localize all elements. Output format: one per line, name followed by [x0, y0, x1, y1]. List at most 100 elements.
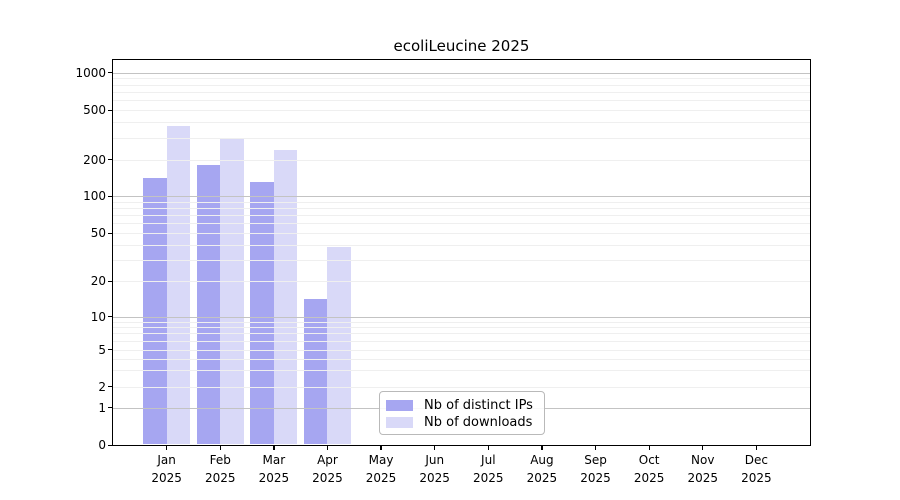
bar-distinct-ips-feb	[196, 165, 221, 445]
x-tick-mark	[434, 445, 436, 450]
y-tick-label: 500	[83, 103, 106, 117]
gridline-minor	[113, 159, 810, 161]
x-tick-label-month: Apr	[317, 453, 338, 467]
y-tick-mark	[108, 444, 112, 446]
x-tick-label-year: 2025	[687, 471, 719, 485]
y-tick-mark	[108, 159, 112, 161]
gridline-minor	[113, 100, 810, 102]
gridline-minor	[113, 244, 810, 246]
gridline-minor	[113, 370, 810, 372]
gridline-minor	[113, 333, 810, 335]
x-tick-label-month: May	[368, 453, 394, 467]
x-tick-label-year: 2025	[633, 471, 665, 485]
y-tick-label: 20	[90, 274, 106, 288]
legend-label-downloads: Nb of downloads	[424, 414, 533, 430]
legend-item-distinct-ips: Nb of distinct IPs	[386, 397, 544, 414]
x-tick-label-year: 2025	[365, 471, 397, 485]
bar-downloads-feb	[220, 137, 244, 445]
x-tick-label-month: Jun	[425, 453, 445, 467]
y-tick-label: 100	[83, 189, 106, 203]
gridline-minor	[113, 386, 810, 388]
x-tick-label-year: 2025	[312, 471, 343, 485]
legend-label-distinct-ips: Nb of distinct IPs	[424, 397, 533, 413]
x-tick-mark	[219, 445, 221, 450]
gridline-minor	[113, 201, 810, 203]
gridline-minor	[113, 321, 810, 323]
gridline-minor	[113, 327, 810, 329]
x-tick-mark	[648, 445, 650, 450]
x-tick-label-year: 2025	[741, 471, 772, 485]
x-tick-label-year: 2025	[419, 471, 450, 485]
x-tick-label-month: Jul	[481, 453, 496, 467]
x-tick-label-month: Dec	[744, 453, 768, 467]
y-tick-mark	[108, 280, 112, 282]
x-tick-mark	[702, 445, 704, 450]
y-tick-mark	[108, 316, 112, 318]
bar-distinct-ips-jan	[143, 178, 167, 445]
gridline-minor	[113, 215, 810, 217]
gridline-minor	[113, 137, 810, 139]
gridline-minor	[113, 110, 810, 111]
gridline-minor	[113, 122, 810, 124]
bar-distinct-ips-mar	[250, 182, 274, 445]
bar-downloads-jan	[166, 126, 190, 445]
legend-swatch-distinct-ips	[386, 400, 413, 411]
gridline-minor	[113, 349, 810, 351]
x-tick-mark	[273, 445, 275, 450]
gridline-minor	[113, 233, 810, 234]
gridline-minor	[113, 340, 810, 342]
gridline-minor	[113, 91, 810, 93]
y-tick-label: 1000	[75, 65, 106, 80]
x-tick-label-year: 2025	[473, 471, 504, 485]
x-tick-label-year: 2025	[526, 471, 558, 485]
bar-downloads-mar	[273, 149, 298, 445]
y-tick-label: 10	[90, 309, 106, 324]
y-tick-label: 2	[98, 379, 106, 394]
gridline-major	[113, 196, 810, 197]
x-tick-label-month: Oct	[638, 453, 660, 467]
legend-swatch-downloads	[386, 417, 413, 428]
x-tick-label-month: Feb	[209, 453, 231, 467]
bar-downloads-apr	[327, 247, 351, 445]
y-tick-mark	[108, 349, 112, 351]
gridline-major	[113, 316, 810, 318]
y-tick-label: 200	[83, 152, 106, 167]
x-tick-label-month: Nov	[691, 453, 715, 467]
legend: Nb of distinct IPs Nb of downloads	[379, 391, 545, 435]
gridline-major	[113, 72, 810, 74]
x-tick-label-month: Jan	[157, 453, 176, 467]
y-tick-label: 0	[98, 438, 106, 452]
gridline-minor	[113, 223, 810, 225]
gridline-minor	[113, 281, 810, 282]
y-tick-mark	[108, 195, 112, 197]
legend-item-downloads: Nb of downloads	[386, 414, 544, 431]
y-tick-mark	[108, 109, 112, 111]
gridline-minor	[113, 207, 810, 209]
gridline-minor	[113, 358, 810, 360]
y-tick-mark	[108, 407, 112, 409]
x-tick-mark	[594, 445, 597, 450]
x-tick-mark	[487, 445, 489, 450]
x-tick-label-year: 2025	[580, 471, 611, 485]
x-tick-label-year: 2025	[151, 471, 182, 485]
x-tick-label-year: 2025	[258, 471, 290, 485]
gridline-minor	[113, 259, 810, 261]
gridline-minor	[113, 84, 810, 86]
x-tick-mark	[380, 445, 382, 450]
y-tick-label: 5	[98, 342, 106, 357]
chart-title: ecoliLeucine 2025	[393, 37, 530, 55]
x-tick-mark	[326, 445, 329, 450]
y-tick-mark	[108, 232, 112, 234]
x-tick-label-month: Mar	[262, 453, 286, 467]
x-tick-mark	[166, 445, 168, 450]
gridline-minor	[113, 78, 810, 80]
x-tick-mark	[541, 445, 543, 450]
x-tick-label-month: Aug	[530, 453, 554, 467]
y-tick-label: 50	[90, 226, 106, 240]
x-tick-label-month: Sep	[584, 453, 607, 467]
y-tick-mark	[108, 386, 112, 388]
x-tick-label-year: 2025	[204, 471, 236, 485]
x-tick-mark	[755, 445, 758, 450]
y-tick-mark	[108, 72, 112, 74]
